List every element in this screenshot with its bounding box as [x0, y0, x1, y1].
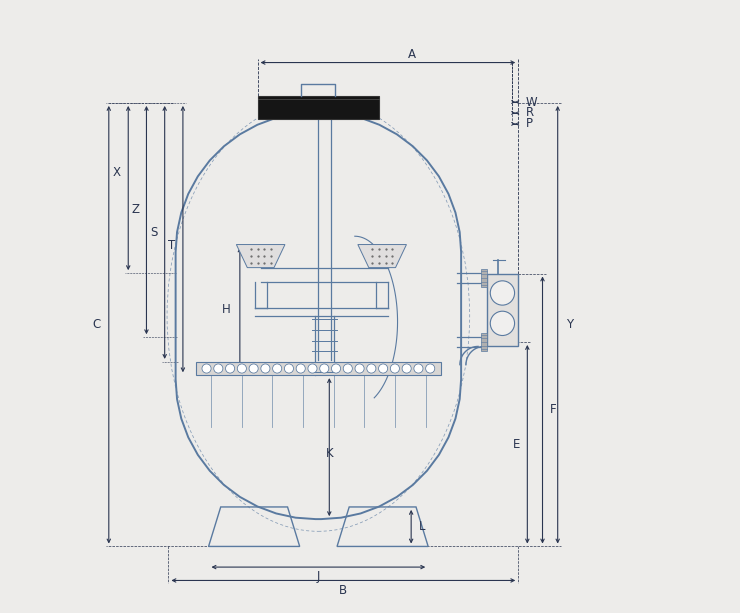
Text: A: A	[408, 48, 416, 61]
Text: R: R	[525, 107, 534, 120]
Text: H: H	[222, 303, 231, 316]
Bar	[487, 273, 518, 346]
Text: S: S	[150, 226, 158, 239]
Text: F: F	[550, 403, 556, 416]
Circle shape	[491, 281, 514, 305]
Polygon shape	[480, 269, 487, 287]
Text: P: P	[525, 118, 533, 131]
Text: B: B	[339, 584, 347, 596]
Circle shape	[226, 364, 235, 373]
Text: X: X	[113, 166, 121, 180]
Circle shape	[214, 364, 223, 373]
Circle shape	[249, 364, 258, 373]
Text: T: T	[169, 238, 175, 252]
Circle shape	[320, 364, 329, 373]
Circle shape	[296, 364, 306, 373]
Text: Y: Y	[566, 318, 574, 331]
Polygon shape	[480, 333, 487, 351]
Circle shape	[343, 364, 352, 373]
Circle shape	[414, 364, 423, 373]
Text: W: W	[525, 96, 537, 109]
Circle shape	[284, 364, 294, 373]
Circle shape	[402, 364, 411, 373]
Circle shape	[390, 364, 400, 373]
Circle shape	[260, 364, 270, 373]
Circle shape	[367, 364, 376, 373]
Text: E: E	[513, 438, 520, 451]
Polygon shape	[358, 245, 406, 268]
Polygon shape	[236, 245, 285, 268]
Circle shape	[332, 364, 340, 373]
Circle shape	[355, 364, 364, 373]
Text: K: K	[326, 447, 333, 460]
Text: Z: Z	[131, 203, 139, 216]
Bar	[258, 96, 379, 119]
Circle shape	[491, 311, 514, 335]
Text: L: L	[418, 520, 425, 533]
Circle shape	[202, 364, 211, 373]
Circle shape	[308, 364, 317, 373]
Polygon shape	[195, 362, 441, 375]
Circle shape	[238, 364, 246, 373]
Circle shape	[379, 364, 388, 373]
Text: J: J	[317, 570, 320, 584]
Circle shape	[272, 364, 282, 373]
Circle shape	[425, 364, 435, 373]
Text: C: C	[92, 318, 101, 331]
